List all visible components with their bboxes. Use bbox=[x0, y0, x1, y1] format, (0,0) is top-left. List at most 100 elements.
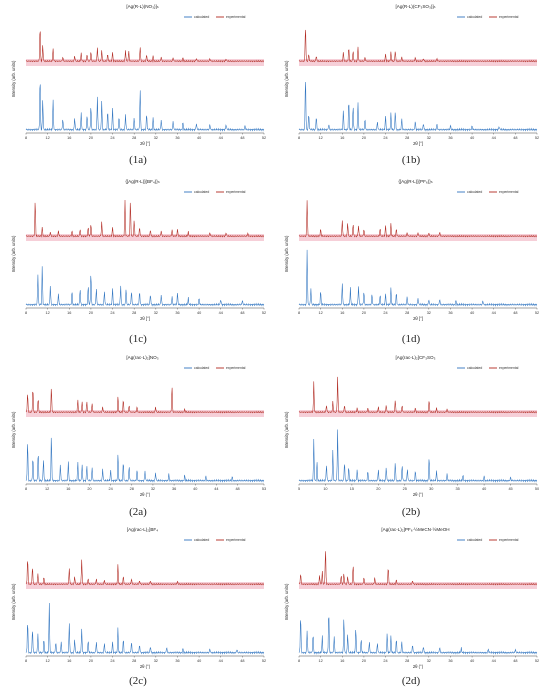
x-tick-label: 32 bbox=[151, 487, 155, 491]
chart-2d: [Ag(rac-L)₂]PF₆·½MeCN·½MeOH calculated exp… bbox=[284, 526, 539, 669]
caption-1a: (1a) bbox=[129, 154, 147, 166]
x-axis-label: 2θ [°] bbox=[413, 141, 423, 146]
legend: calculated experimental bbox=[184, 15, 246, 19]
x-tick-label: 32 bbox=[427, 659, 431, 663]
legend-label-calculated: calculated bbox=[467, 15, 482, 19]
x-tick-label: 52 bbox=[262, 136, 266, 140]
x-tick-label: 24 bbox=[383, 659, 387, 663]
legend: calculated experimental bbox=[184, 190, 246, 194]
x-tick-label: 48 bbox=[513, 136, 517, 140]
panel-2b: [Ag(rac-L)₂]CF₃SO₃ calculated experimental… bbox=[279, 353, 544, 498]
chart-1a: [Ag(R-L)(NO₃)]ₙ calculated experimental Int… bbox=[11, 4, 266, 146]
legend-label-calculated: calculated bbox=[467, 538, 482, 542]
experimental-band bbox=[299, 582, 537, 589]
x-tick-label: 48 bbox=[240, 659, 244, 663]
experimental-band bbox=[299, 234, 537, 241]
x-tick-label: 16 bbox=[340, 311, 344, 315]
x-tick-label: 44 bbox=[214, 487, 218, 491]
x-tick-label: 28 bbox=[132, 136, 136, 140]
x-tick-label: 24 bbox=[109, 487, 113, 491]
x-tick-label: 44 bbox=[492, 311, 496, 315]
x-tick-label: 44 bbox=[219, 136, 223, 140]
x-tick-label: 40 bbox=[470, 311, 474, 315]
panel-1a: [Ag(R-L)(NO₃)]ₙ calculated experimental Int… bbox=[6, 2, 271, 147]
x-tick-label: 16 bbox=[340, 659, 344, 663]
experimental-band bbox=[299, 410, 537, 417]
y-axis-label: Intensity (arb. units) bbox=[284, 411, 289, 448]
series-line-experimental bbox=[298, 200, 538, 238]
x-tick-label: 20 bbox=[89, 136, 93, 140]
x-tick-label: 28 bbox=[132, 659, 136, 663]
x-tick-label: 28 bbox=[405, 659, 409, 663]
x-tick-label: 5 bbox=[298, 487, 300, 491]
y-axis-label: Intensity (arb. units) bbox=[11, 235, 16, 272]
legend-label-experimental: experimental bbox=[499, 366, 519, 370]
chart-2c: [Ag(rac-L)₂]BF₄ calculated experimental Int… bbox=[11, 527, 266, 669]
series-line-experimental bbox=[25, 387, 265, 414]
chart-title: [Ag(rac-L)₂]NO₃ bbox=[126, 355, 158, 360]
x-tick-label: 53 bbox=[262, 487, 266, 491]
x-tick-label: 28 bbox=[132, 311, 136, 315]
x-tick-label: 44 bbox=[492, 659, 496, 663]
x-tick-label: 16 bbox=[67, 311, 71, 315]
chart-title: [Ag(rac-L)₂]CF₃SO₃ bbox=[396, 355, 436, 360]
panel-1b: [Ag(R-L)(CF₃SO₃)]ₙ calculated experimental… bbox=[279, 2, 544, 147]
x-tick-label: 20 bbox=[376, 487, 380, 491]
panel-2a: [Ag(rac-L)₂]NO₃ calculated experimental Int… bbox=[6, 353, 271, 498]
series-line-experimental bbox=[298, 376, 538, 414]
x-tick-label: 20 bbox=[362, 659, 366, 663]
x-tick-label: 45 bbox=[508, 487, 512, 491]
x-axis-label: 2θ [°] bbox=[413, 316, 423, 321]
x-tick-label: 8 bbox=[25, 487, 27, 491]
x-tick-label: 52 bbox=[535, 311, 539, 315]
legend-label-experimental: experimental bbox=[499, 15, 519, 19]
x-tick-label: 44 bbox=[219, 659, 223, 663]
series-line-experimental bbox=[298, 551, 538, 586]
x-tick-label: 40 bbox=[197, 659, 201, 663]
legend-label-experimental: experimental bbox=[499, 190, 519, 194]
chart-1c: {[Ag(R-L)](BF₄)}ₙ calculated experimental I… bbox=[11, 179, 266, 321]
chart-title: [Ag(rac-L)₂]BF₄ bbox=[127, 527, 158, 532]
x-tick-label: 8 bbox=[298, 659, 300, 663]
legend: calculated experimental bbox=[457, 366, 519, 370]
x-tick-label: 52 bbox=[262, 659, 266, 663]
x-tick-label: 52 bbox=[535, 136, 539, 140]
series-line-calculated bbox=[298, 617, 538, 655]
series-line-calculated bbox=[25, 602, 265, 655]
chart-title: [Ag(R-L)(CF₃SO₃)]ₙ bbox=[395, 4, 435, 9]
x-tick-label: 12 bbox=[46, 311, 50, 315]
x-tick-label: 10 bbox=[323, 487, 327, 491]
series-line-calculated bbox=[25, 84, 265, 132]
legend-label-calculated: calculated bbox=[194, 366, 209, 370]
x-tick-label: 32 bbox=[427, 136, 431, 140]
experimental-band bbox=[299, 59, 537, 66]
y-axis-label: Intensity (arb. units) bbox=[11, 411, 16, 448]
x-axis-label: 2θ (°) bbox=[140, 492, 151, 497]
experimental-band bbox=[26, 59, 264, 66]
panel-2c: [Ag(rac-L)₂]BF₄ calculated experimental Int… bbox=[6, 525, 271, 670]
x-tick-label: 12 bbox=[319, 659, 323, 663]
chart-title: [Ag(rac-L)₂]PF₆·½MeCN·½MeOH bbox=[381, 526, 449, 532]
x-tick-label: 8 bbox=[25, 136, 27, 140]
y-axis-label: Intensity (arb. units) bbox=[284, 583, 289, 620]
x-tick-label: 50 bbox=[535, 487, 539, 491]
legend-label-experimental: experimental bbox=[226, 15, 246, 19]
x-tick-label: 20 bbox=[87, 487, 91, 491]
x-tick-label: 36 bbox=[175, 136, 179, 140]
caption-1d: (1d) bbox=[401, 333, 421, 345]
x-tick-label: 32 bbox=[154, 311, 158, 315]
x-tick-label: 15 bbox=[350, 487, 354, 491]
x-tick-label: 36 bbox=[448, 136, 452, 140]
panel-1d: {[Ag(R-L)](PF₆)}ₙ calculated experimental I… bbox=[279, 177, 544, 322]
chart-1d: {[Ag(R-L)](PF₆)}ₙ calculated experimental I… bbox=[284, 179, 539, 321]
x-axis-label: 2θ (°) bbox=[140, 664, 151, 669]
x-tick-label: 24 bbox=[110, 136, 114, 140]
x-tick-label: 8 bbox=[25, 311, 27, 315]
experimental-band bbox=[26, 582, 264, 589]
series-line-experimental bbox=[25, 559, 265, 586]
x-tick-label: 28 bbox=[130, 487, 134, 491]
x-tick-label: 48 bbox=[240, 311, 244, 315]
caption-1b: (1b) bbox=[401, 154, 421, 166]
x-tick-label: 32 bbox=[154, 136, 158, 140]
caption-1c: (1c) bbox=[129, 333, 147, 345]
